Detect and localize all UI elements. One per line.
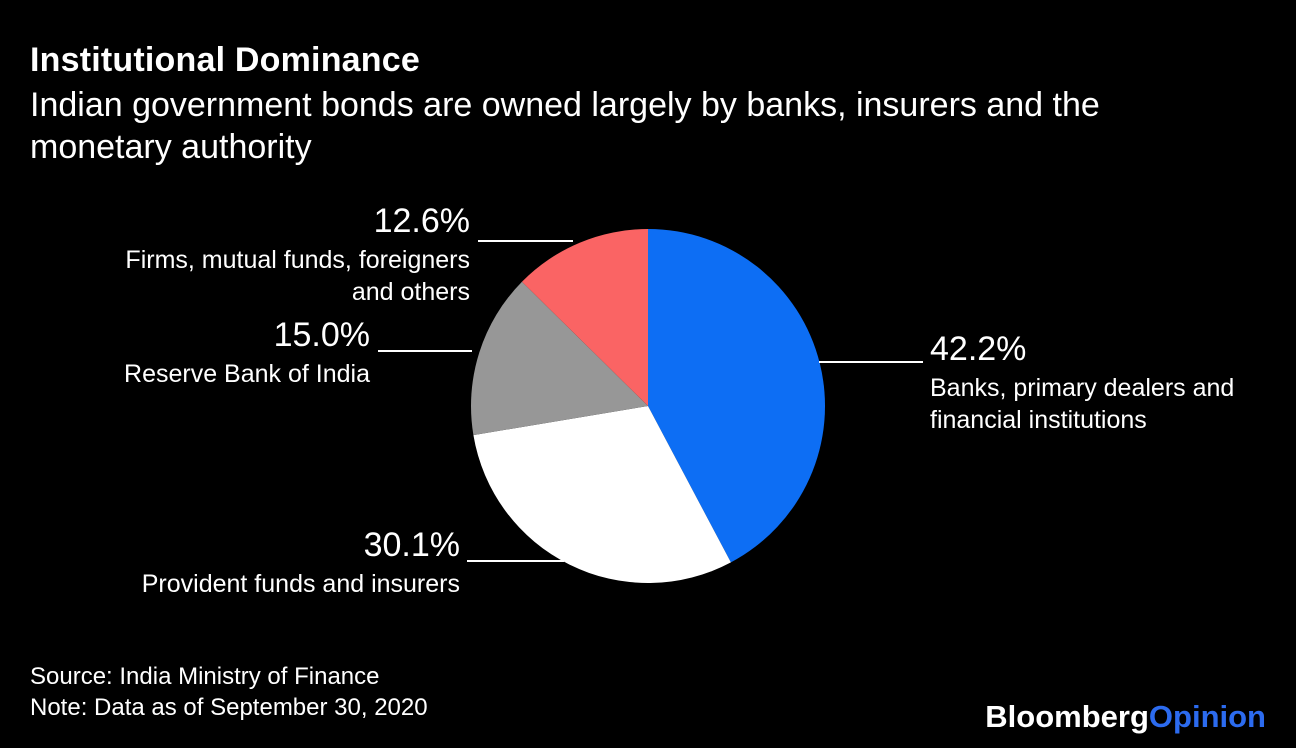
brand-opinion-text: Opinion xyxy=(1148,699,1266,734)
slice-name-firms: Firms, mutual funds, foreigners and othe… xyxy=(125,246,470,306)
slice-label-rbi: 15.0% Reserve Bank of India xyxy=(124,316,370,390)
slice-name-provident-funds: Provident funds and insurers xyxy=(141,570,460,598)
slice-name-rbi: Reserve Bank of India xyxy=(124,360,370,388)
slice-label-provident-funds: 30.1% Provident funds and insurers xyxy=(142,526,460,600)
brand-bloomberg-text: Bloomberg xyxy=(985,699,1149,734)
leader-line-provident-funds xyxy=(467,560,564,562)
source-note-block: Source: India Ministry of Finance Note: … xyxy=(30,661,428,723)
note-line: Note: Data as of September 30, 2020 xyxy=(30,694,428,721)
chart-title: Institutional Dominance xyxy=(30,41,420,79)
slice-percent-banks: 42.2% xyxy=(930,330,1027,368)
leader-line-banks xyxy=(819,361,923,363)
slice-percent-provident-funds: 30.1% xyxy=(363,526,460,564)
slice-name-banks: Banks, primary dealers and financial ins… xyxy=(930,374,1235,434)
pie-slice-rbi xyxy=(471,281,648,436)
bloomberg-opinion-logo: BloombergOpinion xyxy=(985,700,1266,734)
slice-percent-rbi: 15.0% xyxy=(273,316,370,354)
leader-line-firms xyxy=(478,240,573,242)
pie-slice-banks xyxy=(648,229,826,563)
slice-label-firms: 12.6% Firms, mutual funds, foreigners an… xyxy=(125,202,470,308)
pie-slice-firms xyxy=(521,229,648,406)
slice-percent-firms: 12.6% xyxy=(373,202,470,240)
source-line: Source: India Ministry of Finance xyxy=(30,663,380,690)
chart-subtitle: Indian government bonds are owned largel… xyxy=(30,86,1100,166)
pie-chart xyxy=(471,229,826,584)
leader-line-rbi xyxy=(378,350,472,352)
pie-slice-provident-funds xyxy=(473,406,731,584)
slice-label-banks: 42.2% Banks, primary dealers and financi… xyxy=(930,330,1234,436)
